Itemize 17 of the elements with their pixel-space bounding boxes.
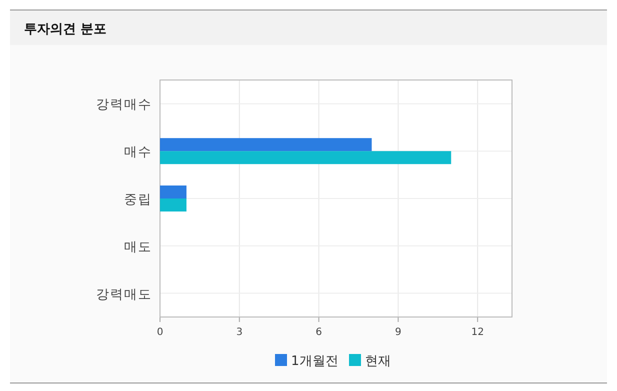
x-tick-label: 0 (156, 327, 164, 338)
legend-label: 현재 (365, 354, 391, 369)
y-tick-label: 강력매도 (96, 287, 152, 302)
x-tick-label: 12 (471, 327, 484, 338)
x-tick-label: 9 (395, 327, 402, 338)
legend-label: 1개월전 (291, 354, 338, 369)
y-tick-label: 매수 (124, 145, 152, 160)
bar (160, 198, 186, 212)
x-tick-label: 3 (236, 327, 243, 338)
title: 투자의견 분포 (24, 22, 107, 37)
bar (160, 186, 186, 198)
bar (160, 151, 452, 164)
y-tick-label: 강력매수 (96, 98, 152, 113)
bar (160, 138, 372, 152)
x-tick-label: 6 (316, 327, 322, 338)
y-tick-label: 매도 (124, 240, 152, 255)
y-tick-label: 중립 (124, 192, 152, 208)
